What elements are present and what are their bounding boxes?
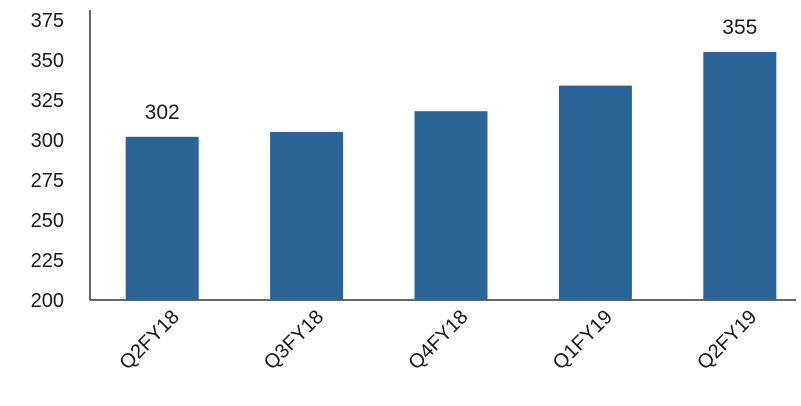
bar [270, 132, 344, 300]
x-tick-label: Q4FY18 [404, 306, 472, 374]
x-tick-labels: Q2FY18 Q3FY18 Q4FY18 Q1FY19 Q2FY19 [116, 306, 762, 374]
y-tick-label: 250 [31, 210, 64, 232]
y-tick-label: 225 [31, 250, 64, 272]
x-tick-label: Q2FY19 [693, 306, 761, 374]
y-tick-label: 375 [31, 10, 64, 32]
bars [125, 52, 777, 300]
x-tick-label: Q1FY19 [549, 306, 617, 374]
y-tick-label: 275 [31, 170, 64, 192]
y-tick-labels: 200 225 250 275 300 325 350 375 [31, 10, 64, 312]
y-tick-label: 200 [31, 290, 64, 312]
data-label: 355 [722, 16, 757, 39]
bar [125, 136, 199, 300]
bar [558, 85, 632, 300]
y-tick-label: 300 [31, 130, 64, 152]
x-tick-label: Q3FY18 [260, 306, 328, 374]
y-tick-label: 325 [31, 90, 64, 112]
y-tick-label: 350 [31, 50, 64, 72]
data-label: 302 [145, 101, 180, 124]
bar [703, 52, 777, 300]
data-labels: 302 355 [145, 16, 758, 124]
x-tick-label: Q2FY18 [116, 306, 184, 374]
bar [414, 111, 488, 300]
